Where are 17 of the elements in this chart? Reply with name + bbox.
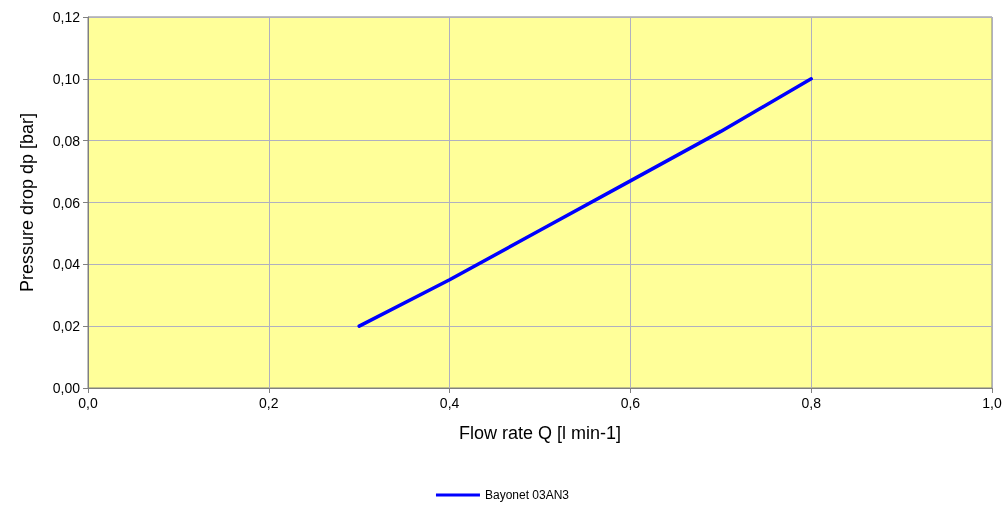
x-axis-title: Flow rate Q [l min-1] bbox=[458, 423, 622, 443]
y-tick-label: 0,00 bbox=[52, 380, 81, 396]
x-tick-label: 0,2 bbox=[259, 395, 279, 411]
x-tick-label: 0,6 bbox=[620, 395, 641, 411]
x-tick-label: 0,4 bbox=[439, 395, 460, 411]
y-tick-label: 0,08 bbox=[52, 132, 81, 149]
y-tick-label: 0,10 bbox=[52, 70, 81, 87]
line-series bbox=[357, 77, 813, 328]
y-tick-label: 0,12 bbox=[52, 9, 81, 25]
y-axis-title: Pressure drop dp [bar] bbox=[17, 112, 37, 293]
y-tick-label: 0,06 bbox=[52, 194, 81, 211]
y-tick-label: 0,02 bbox=[52, 318, 81, 335]
y-tick-label: 0,04 bbox=[52, 256, 81, 273]
x-tick-label: 0,8 bbox=[801, 395, 822, 411]
legend-label: Bayonet 03AN3 bbox=[484, 488, 570, 502]
x-tick-label: 1,0 bbox=[982, 395, 1002, 411]
x-tick-label: 0,0 bbox=[78, 395, 98, 411]
